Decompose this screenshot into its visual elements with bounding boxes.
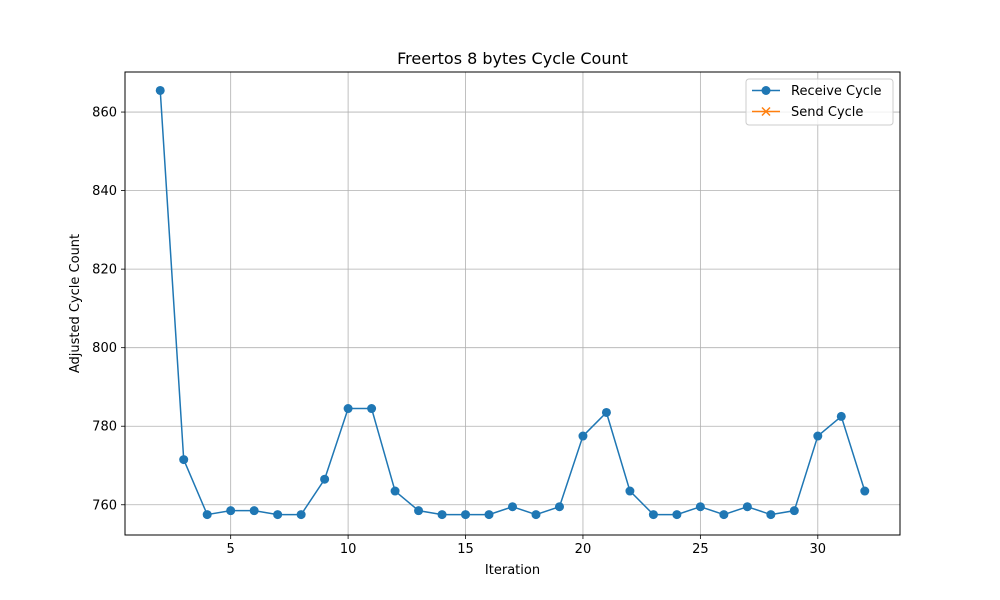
legend: Receive Cycle Send Cycle (745, 78, 894, 126)
data-point-receive-cycle (531, 510, 541, 520)
data-point-receive-cycle (343, 404, 353, 414)
data-point-receive-cycle (672, 510, 682, 520)
data-point-receive-cycle (813, 431, 823, 441)
data-point-receive-cycle (836, 411, 846, 421)
data-point-receive-cycle (578, 431, 588, 441)
x-tick-label: 25 (692, 542, 709, 557)
x-tick-label: 30 (810, 542, 827, 557)
series-line-receive-cycle (159, 90, 866, 516)
data-point-receive-cycle (648, 510, 658, 520)
data-point-receive-cycle (484, 510, 494, 520)
legend-label-receive-cycle: Receive Cycle (791, 84, 882, 99)
data-point-receive-cycle (437, 510, 447, 520)
data-point-receive-cycle (249, 506, 259, 516)
legend-marker-send-cycle (761, 106, 771, 117)
data-point-receive-cycle (508, 502, 517, 512)
y-tick-label: 800 (92, 341, 117, 356)
y-tick-label: 760 (92, 498, 117, 513)
data-point-receive-cycle (554, 502, 564, 512)
data-point-receive-cycle (320, 474, 330, 484)
series-layer (155, 85, 870, 520)
data-point-receive-cycle (414, 506, 424, 516)
data-point-receive-cycle (155, 85, 165, 95)
x-tick-label: 15 (457, 542, 474, 557)
y-tick-label: 860 (92, 106, 117, 121)
legend-label-send-cycle: Send Cycle (791, 105, 863, 120)
chart-title: Freertos 8 bytes Cycle Count (397, 49, 628, 68)
legend-entry-send-cycle: Send Cycle (752, 105, 863, 120)
x-tick-label: 10 (340, 542, 357, 557)
data-point-receive-cycle (601, 407, 611, 417)
y-axis-ticks: 760 780 800 820 840 860 (92, 106, 125, 513)
data-point-receive-cycle (719, 510, 729, 520)
y-tick-label: 840 (92, 184, 117, 199)
data-point-receive-cycle (742, 502, 752, 512)
legend-entry-receive-cycle: Receive Cycle (752, 84, 882, 99)
data-point-receive-cycle (202, 510, 212, 520)
y-tick-label: 820 (92, 263, 117, 278)
data-point-receive-cycle (273, 510, 283, 520)
data-point-receive-cycle (367, 404, 377, 414)
data-point-receive-cycle (789, 506, 799, 516)
data-point-receive-cycle (695, 502, 705, 512)
data-point-receive-cycle (296, 510, 306, 520)
data-point-receive-cycle (766, 510, 776, 520)
legend-marker-receive-cycle (761, 86, 771, 95)
plot-frame (124, 71, 901, 536)
y-tick-label: 780 (92, 420, 117, 435)
y-axis-title: Adjusted Cycle Count (68, 234, 83, 373)
x-tick-label: 5 (227, 542, 235, 557)
legend-box (745, 78, 894, 126)
x-axis-title: Iteration (485, 563, 540, 578)
data-point-receive-cycle (179, 455, 189, 465)
data-point-receive-cycle (625, 486, 635, 496)
data-point-receive-cycle (860, 486, 870, 496)
x-tick-label: 20 (575, 542, 592, 557)
x-axis-ticks: 5 10 15 20 25 30 (227, 535, 827, 557)
data-point-receive-cycle (461, 510, 471, 520)
grid-lines (125, 72, 900, 535)
data-point-receive-cycle (226, 506, 236, 516)
data-point-receive-cycle (390, 486, 400, 496)
